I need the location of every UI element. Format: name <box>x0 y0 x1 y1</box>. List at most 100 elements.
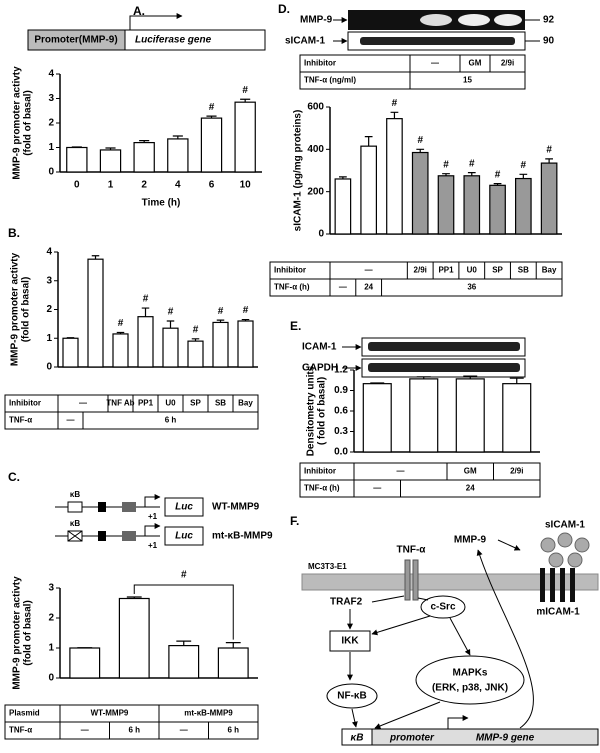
y-tick-label: 3 <box>46 275 52 286</box>
panel-label: B. <box>8 226 20 240</box>
sicam <box>540 537 556 553</box>
bar <box>133 142 155 173</box>
row-label: Plasmid <box>9 709 40 718</box>
panel-label: C. <box>8 470 20 484</box>
error-bar <box>141 307 150 317</box>
table-cell: GM <box>469 59 482 68</box>
bar <box>217 647 249 679</box>
table-cell: TNF Ab <box>106 399 134 408</box>
reporter: Luc <box>175 502 193 513</box>
pathway-diagram: F. MC3T3-E1 TNF-α MMP-9 sICAM-1 mICAM-1 … <box>290 514 599 746</box>
bar <box>69 647 101 679</box>
arrow <box>371 615 431 636</box>
membrane-protein: mICAM-1 <box>536 607 580 618</box>
construct-name: WT-MMP9 <box>212 502 260 513</box>
bar <box>386 118 403 235</box>
promoter-construct: Promoter(MMP-9) Luciferase gene <box>27 13 266 51</box>
table-cell: — <box>81 726 89 735</box>
kb-site <box>67 501 83 513</box>
gene-bar <box>341 728 599 746</box>
mapks: MAPKs <box>452 668 487 679</box>
significance: # <box>443 159 449 170</box>
sicam <box>548 552 564 568</box>
x-tick-label: 4 <box>175 180 181 191</box>
ikk: IKK <box>341 636 359 647</box>
table-cell: — <box>339 283 347 292</box>
band <box>458 14 490 26</box>
row-label: Inhibitor <box>304 467 336 476</box>
sicam <box>574 537 590 553</box>
bar <box>187 340 204 368</box>
error-bar <box>105 147 116 150</box>
table-cell: 2/9i <box>501 59 514 68</box>
error-bar <box>116 331 125 334</box>
error-bar <box>240 98 251 103</box>
row-label: TNF-α <box>9 416 32 425</box>
table-cell: 24 <box>364 283 373 292</box>
blot-label: MMP-9 <box>300 15 333 26</box>
error-bar <box>176 640 192 646</box>
error-bar <box>166 320 175 329</box>
y-tick-label: 0 <box>48 673 54 684</box>
x-axis-label: Time (h) <box>142 198 181 209</box>
error-bar <box>390 111 399 119</box>
error-bar <box>493 183 502 186</box>
table-cell: 6 h <box>227 726 239 735</box>
error-bar <box>126 596 142 599</box>
promoter-label: Promoter(MMP-9) <box>34 35 117 46</box>
panel-label: F. <box>290 514 299 528</box>
panel-label: A. <box>133 4 145 18</box>
bar <box>167 138 189 173</box>
element <box>98 502 106 512</box>
error-bar <box>370 382 385 384</box>
table-cell: 24 <box>466 484 475 493</box>
bar <box>200 117 223 173</box>
significance: # <box>392 98 398 109</box>
luc-box <box>164 497 204 517</box>
y-axis-label: (fold of basal) <box>21 277 32 343</box>
bar <box>168 644 200 679</box>
luc-box <box>164 526 204 546</box>
y-tick-label: 3 <box>48 583 54 594</box>
error-bar <box>216 319 225 323</box>
membrane <box>301 573 599 591</box>
significance: # <box>209 102 215 113</box>
sicam <box>567 552 583 568</box>
nfkb: NF-κB <box>337 691 366 702</box>
constructs: Luc κB +1 WT-MMP9 Luc κB +1 mt-κB-MMP9 <box>55 490 273 550</box>
tss-arrow <box>447 715 469 729</box>
site-label: κB <box>70 519 80 528</box>
table-cell: — <box>397 467 405 476</box>
error-bar <box>91 255 100 260</box>
significance: # <box>469 158 475 169</box>
panel-label: E. <box>290 319 301 333</box>
mutation <box>67 530 83 542</box>
y-axis-label: MMP-9 promoter activty <box>12 576 23 690</box>
table-cell: 2/9i <box>414 266 427 275</box>
table-cell: PP1 <box>138 399 154 408</box>
arrow <box>449 617 471 656</box>
table-cell: — <box>79 399 87 408</box>
y-tick-label: 2 <box>46 304 52 315</box>
table-cell: SP <box>492 266 503 275</box>
y-tick-label: 1 <box>48 142 54 153</box>
blot-d: MMP-9 sICAM-1 92 90 <box>285 10 555 51</box>
error-bar <box>509 377 524 384</box>
row-label: TNF-α (h) <box>274 283 310 292</box>
significance: # <box>143 294 149 305</box>
y-axis-label: (fold of basal) <box>23 600 34 666</box>
bar <box>360 145 377 235</box>
y-tick-label: 0.6 <box>334 406 348 417</box>
band <box>494 14 522 26</box>
bar <box>212 321 229 368</box>
tss-arrow <box>144 523 161 536</box>
kb-box <box>341 728 373 746</box>
tss-arrow <box>129 13 183 30</box>
site-label: κB <box>70 490 80 499</box>
significance: # <box>242 85 248 96</box>
table-cell: PP1 <box>438 266 454 275</box>
bar <box>409 378 439 453</box>
table-cell: U0 <box>165 399 176 408</box>
table-cell: 6 h <box>128 726 140 735</box>
